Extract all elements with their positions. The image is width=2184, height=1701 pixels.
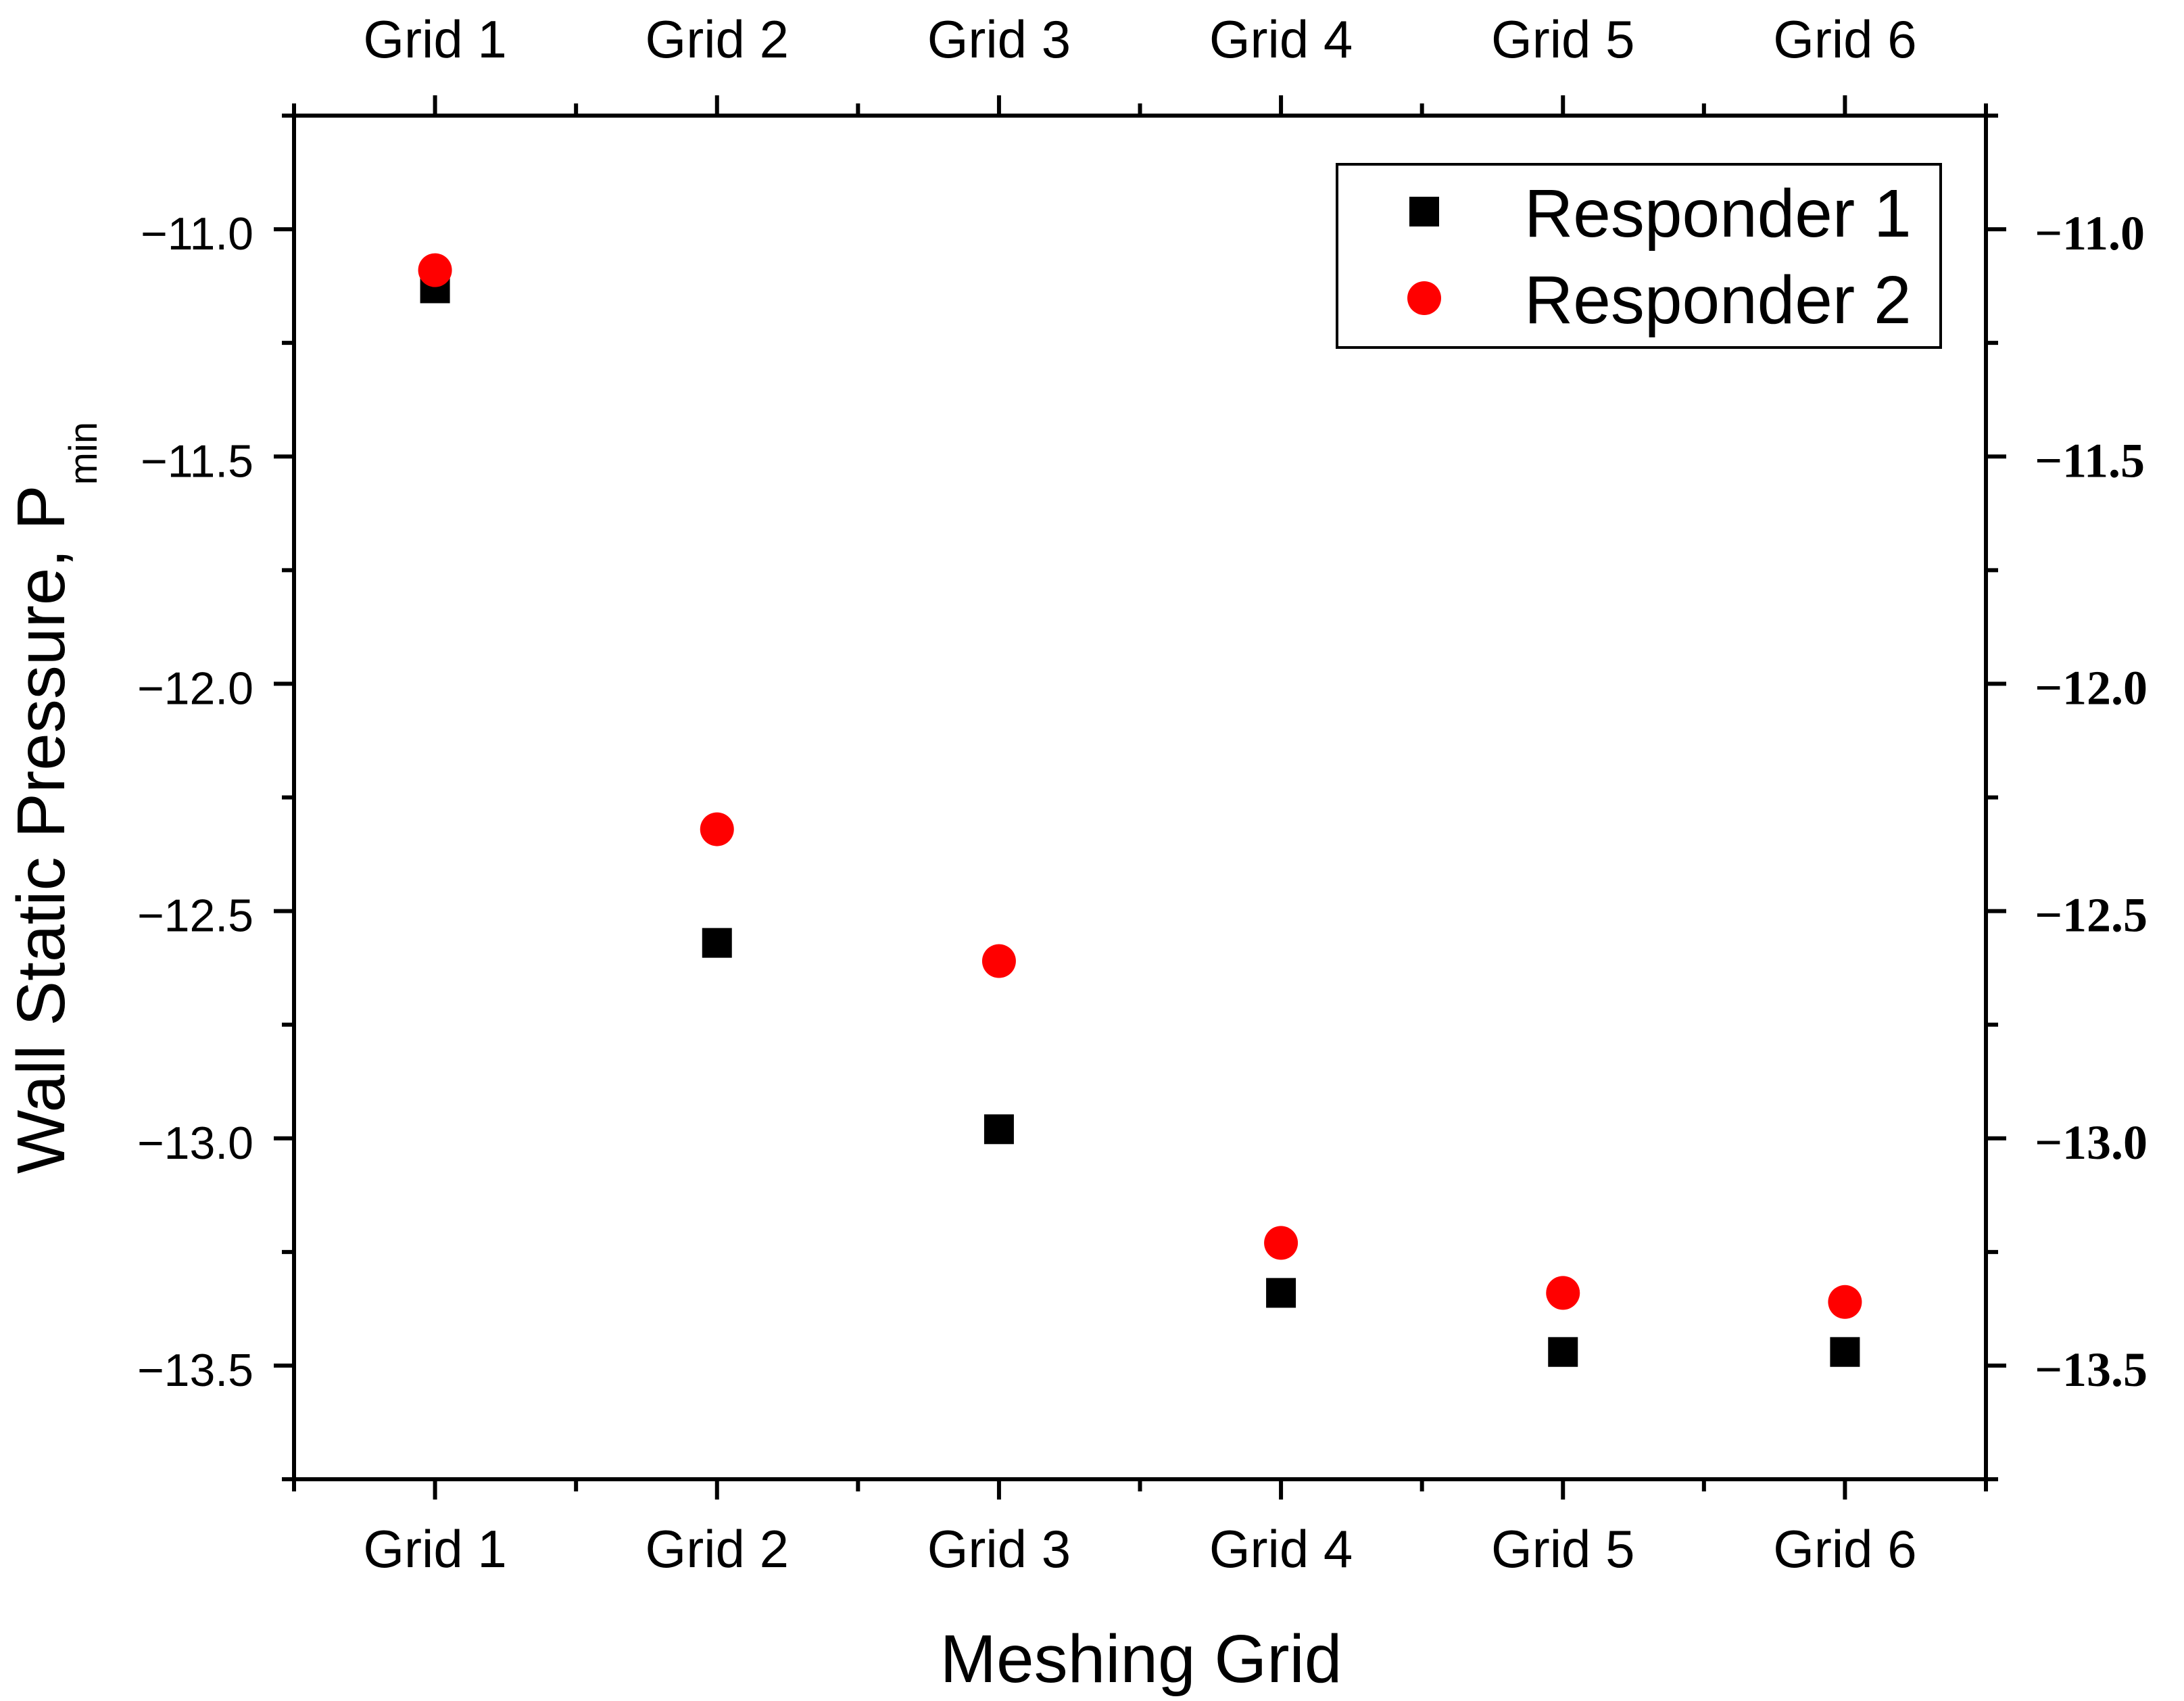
responder-2-point — [1828, 1285, 1862, 1319]
responder-2-point — [700, 812, 734, 846]
x-top-tick-label: Grid 6 — [1773, 9, 1916, 69]
legend-marker-responder-2 — [1407, 281, 1441, 315]
y-left-tick-label: −12.0 — [137, 663, 253, 714]
y-right-tick-label: −13.0 — [2035, 1116, 2147, 1170]
responder-1-point — [1266, 1278, 1296, 1308]
x-top-tick-label: Grid 4 — [1209, 9, 1353, 69]
y-axis-title: Wall Static Pressure, Pmin — [3, 422, 105, 1174]
x-bottom-tick-label: Grid 4 — [1209, 1519, 1353, 1579]
responder-2-point — [1546, 1276, 1580, 1310]
x-top-tick-label: Grid 1 — [363, 9, 506, 69]
y-left-tick-label: −12.5 — [137, 890, 253, 942]
x-top-tick-label: Grid 5 — [1491, 9, 1634, 69]
x-bottom-tick-label: Grid 1 — [363, 1519, 506, 1579]
x-bottom-tick-label: Grid 5 — [1491, 1519, 1634, 1579]
y-right-tick-label: −11.5 — [2035, 433, 2145, 487]
y-right-tick-label: −12.0 — [2035, 661, 2147, 715]
responder-2-point — [1264, 1226, 1299, 1260]
y-left-tick-label: −11.5 — [141, 435, 253, 487]
y-axis-title-subscript: min — [62, 422, 105, 485]
responder-1-point — [1548, 1337, 1578, 1367]
legend-label-responder-2: Responder 2 — [1524, 262, 1912, 338]
y-axis-title-main: Wall Static Pressure, P — [3, 485, 79, 1174]
responder-1-point — [984, 1114, 1014, 1145]
responder-1-point — [702, 928, 732, 958]
legend-label-responder-1: Responder 1 — [1524, 176, 1912, 251]
ticks-layer — [274, 95, 2006, 1500]
x-bottom-tick-label: Grid 6 — [1773, 1519, 1916, 1579]
legend-box — [1336, 163, 1942, 349]
points-layer — [418, 253, 1862, 1367]
legend: Responder 1 Responder 2 — [1336, 163, 1942, 349]
x-bottom-tick-label: Grid 2 — [646, 1519, 789, 1579]
responder-2-point — [418, 253, 452, 287]
x-top-tick-label: Grid 2 — [646, 9, 789, 69]
x-axis-title: Meshing Grid — [940, 1621, 1342, 1697]
y-right-tick-label: −11.0 — [2035, 206, 2145, 260]
y-left-tick-label: −11.0 — [141, 208, 253, 260]
y-left-tick-label: −13.5 — [137, 1345, 253, 1396]
legend-marker-responder-1 — [1409, 197, 1439, 226]
labels-layer: −11.0 −11.0 −11.5 −11.5 −12.0 −12.0 −12.5 −12.5… — [137, 9, 2147, 1579]
responder-2-point — [981, 944, 1016, 978]
y-right-tick-label: −13.5 — [2035, 1343, 2147, 1397]
x-bottom-tick-label: Grid 3 — [927, 1519, 1071, 1579]
y-left-tick-label: −13.0 — [137, 1118, 253, 1169]
x-top-tick-label: Grid 3 — [927, 9, 1071, 69]
y-right-tick-label: −12.5 — [2035, 888, 2147, 942]
responder-1-point — [1830, 1337, 1860, 1367]
